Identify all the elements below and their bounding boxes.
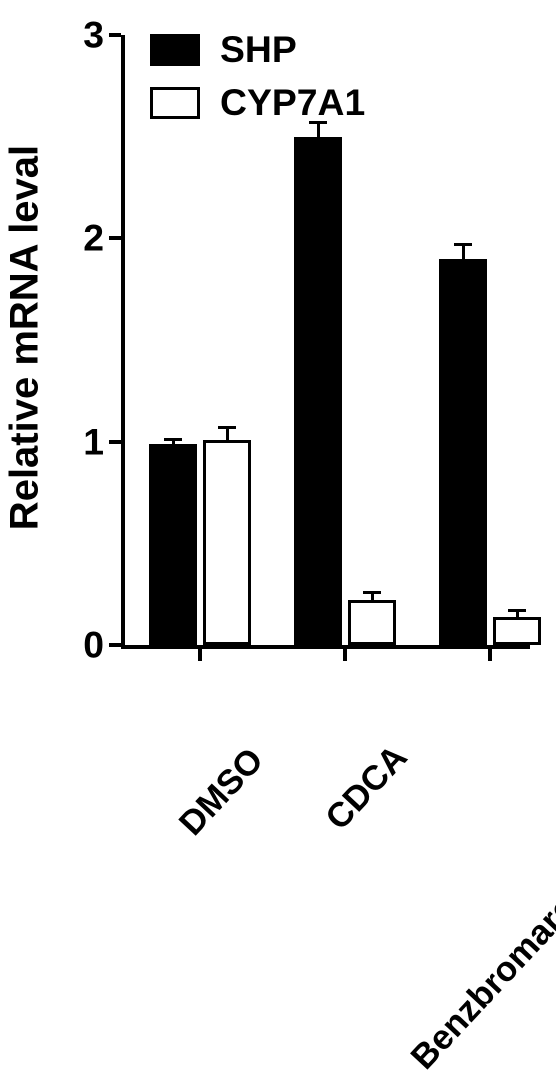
y-tick-label: 3 [64,14,104,57]
errorbar-cap [508,609,526,612]
x-tick [488,649,492,661]
y-tick [109,33,121,37]
legend-swatch [150,87,200,119]
y-axis-line [121,35,125,649]
x-tick-label: DMSO [172,741,271,844]
bar-cyp7a1 [348,600,396,645]
errorbar-cap [164,438,182,441]
plot-area: 0123DMSOCDCABenzbromarone [125,35,530,645]
y-tick-label: 2 [64,217,104,260]
legend-swatch [150,34,200,66]
x-tick-label: CDCA [319,738,416,838]
legend-label: SHP [220,28,297,71]
errorbar-cap [454,243,472,246]
errorbar [462,244,465,258]
legend-label: CYP7A1 [220,81,365,124]
y-tick [109,440,121,444]
legend-item: SHP [150,28,365,71]
bar-cyp7a1 [493,617,541,645]
x-tick-label: Benzbromarone [404,858,556,1078]
bar-cyp7a1 [203,440,251,645]
bar-shp [294,137,342,645]
legend-item: CYP7A1 [150,81,365,124]
errorbar [317,122,320,136]
y-tick [109,236,121,240]
y-tick [109,643,121,647]
bar-shp [439,259,487,645]
x-axis-line [121,645,530,649]
y-tick-label: 1 [64,420,104,463]
x-tick [198,649,202,661]
errorbar [226,427,229,439]
legend: SHP CYP7A1 [150,28,365,124]
x-tick [343,649,347,661]
y-axis-title: Relative mRNA leval [3,138,48,538]
bar-shp [149,444,197,645]
errorbar-cap [218,426,236,429]
chart-figure: Relative mRNA leval 0123DMSOCDCABenzbrom… [0,0,556,935]
errorbar-cap [363,591,381,594]
y-tick-label: 0 [64,624,104,667]
